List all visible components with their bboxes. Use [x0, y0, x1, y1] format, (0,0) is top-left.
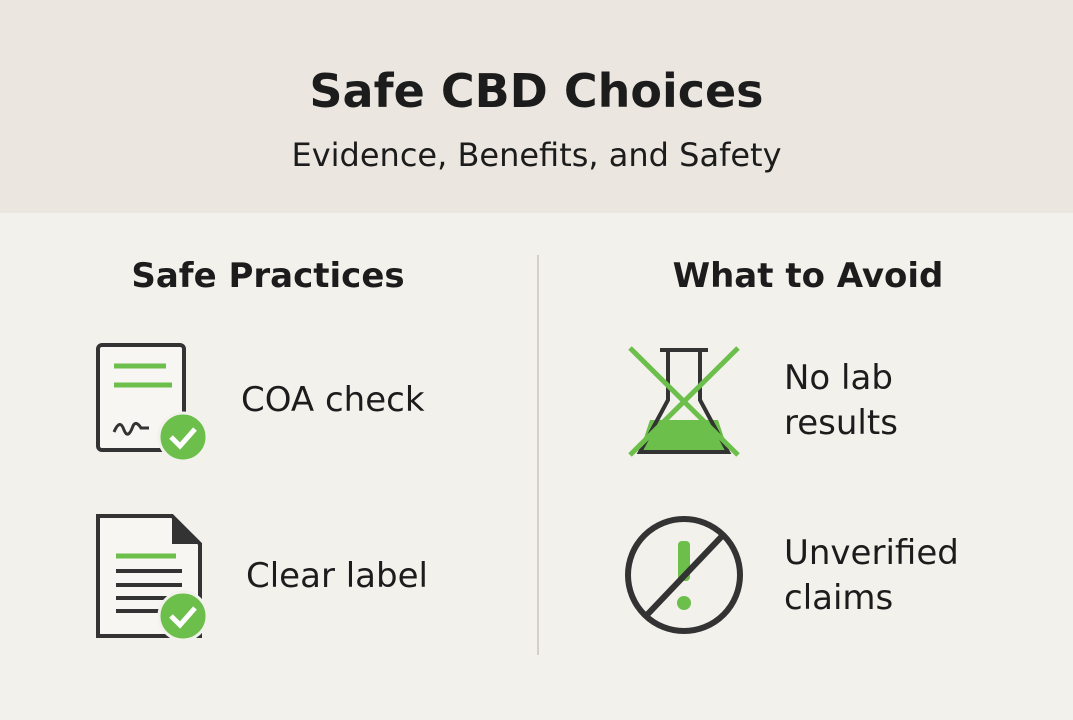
subtitle: Evidence, Benefits, and Safety	[291, 136, 782, 174]
label-icon	[96, 514, 209, 642]
item-label: Clear label	[246, 556, 428, 596]
item-label: Unverified claims	[784, 533, 959, 618]
title: Safe CBD Choices	[309, 64, 764, 118]
item-label: No lab results	[784, 358, 898, 443]
flask-icon	[628, 346, 740, 457]
claims-icon	[625, 516, 743, 634]
coa-icon	[96, 343, 209, 463]
item-label: COA check	[241, 380, 425, 420]
column-heading: What to Avoid	[672, 256, 944, 296]
column-heading: Safe Practices	[131, 256, 405, 296]
header-band	[0, 0, 1073, 213]
